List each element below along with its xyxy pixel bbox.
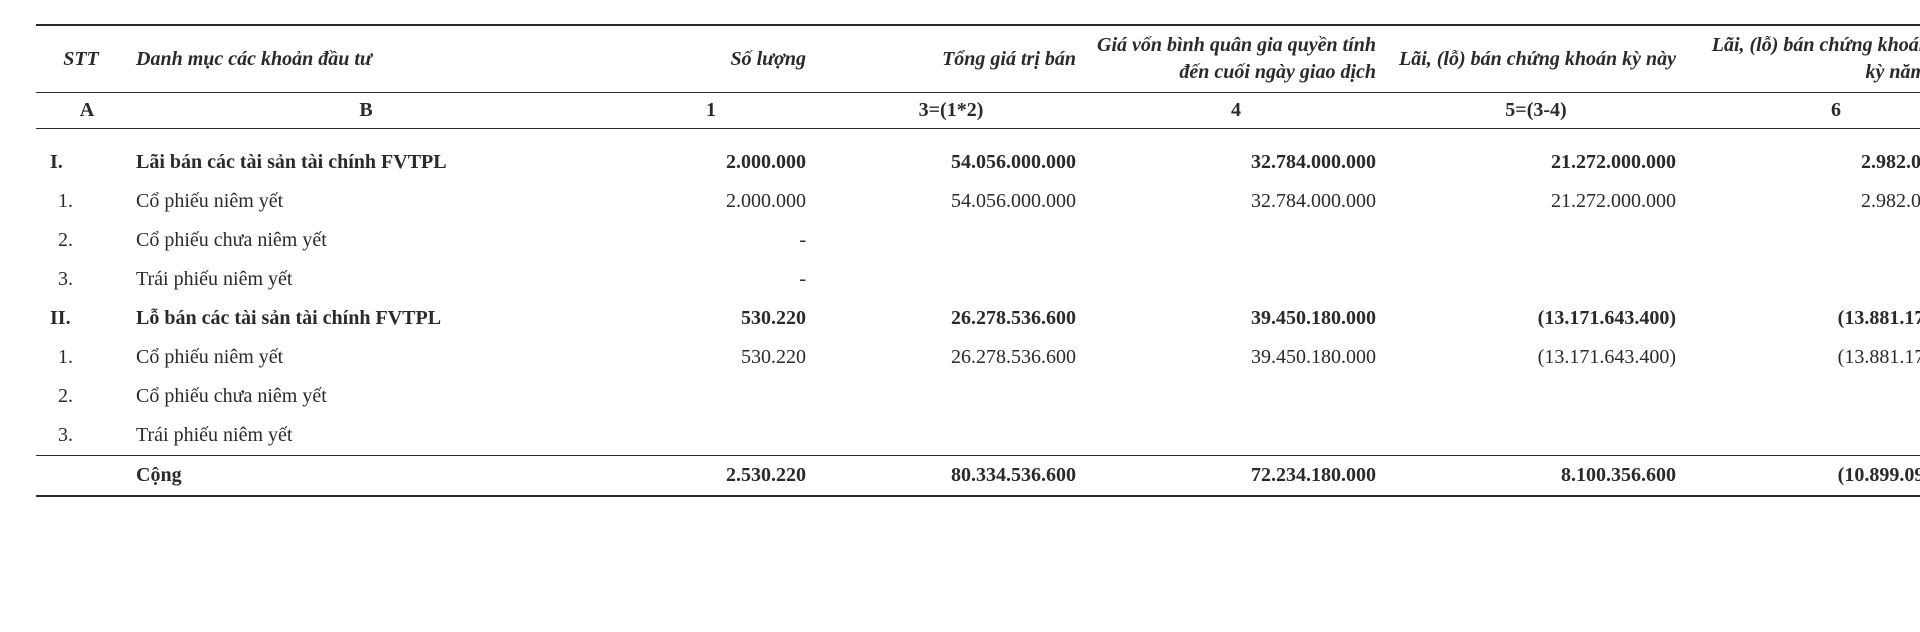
row-c1: - [606,221,816,260]
row-c6 [1686,260,1920,299]
row-c5 [1386,260,1686,299]
formula-c5: 5=(3-4) [1386,93,1686,129]
table-row: 2. Cổ phiếu chưa niêm yết - [36,377,1920,416]
row-c3: 26.278.536.600 [816,338,1086,377]
formula-row: A B 1 3=(1*2) 4 5=(3-4) 6 [36,93,1920,129]
table-row: I. Lãi bán các tài sản tài chính FVTPL 2… [36,143,1920,182]
row-c4 [1086,260,1386,299]
total-name: Cộng [126,456,606,497]
row-name: Cổ phiếu niêm yết [126,338,606,377]
formula-c3: 3=(1*2) [816,93,1086,129]
row-name: Cổ phiếu chưa niêm yết [126,221,606,260]
row-c3 [816,377,1086,416]
spacer-row [36,129,1920,144]
row-stt: I. [36,143,126,182]
row-name: Trái phiếu niêm yết [126,416,606,456]
table-row: 2. Cổ phiếu chưa niêm yết - [36,221,1920,260]
row-c4 [1086,221,1386,260]
table-row: 1. Cổ phiếu niêm yết 2.000.000 54.056.00… [36,182,1920,221]
row-c4: 32.784.000.000 [1086,182,1386,221]
row-name: Trái phiếu niêm yết [126,260,606,299]
col-avg-cost: Giá vốn bình quân gia quyền tính đến cuố… [1086,25,1386,93]
row-c6: (13.881.178.400) [1686,299,1920,338]
row-c1: 530.220 [606,299,816,338]
row-name: Lỗ bán các tài sản tài chính FVTPL [126,299,606,338]
row-c4 [1086,377,1386,416]
row-c1: 2.000.000 [606,143,816,182]
row-stt: 1. [36,338,126,377]
row-c5 [1386,416,1686,456]
formula-c6: 6 [1686,93,1920,129]
col-qty: Số lượng [606,25,816,93]
formula-c1: 1 [606,93,816,129]
total-c5: 8.100.356.600 [1386,456,1686,497]
table-row: 3. Trái phiếu niêm yết - [36,260,1920,299]
table-row: 3. Trái phiếu niêm yết [36,416,1920,456]
row-stt: 3. [36,260,126,299]
investment-table: STT Danh mục các khoản đầu tư Số lượng T… [36,24,1920,497]
row-name: Lãi bán các tài sản tài chính FVTPL [126,143,606,182]
total-row: Cộng 2.530.220 80.334.536.600 72.234.180… [36,456,1920,497]
total-c4: 72.234.180.000 [1086,456,1386,497]
total-c1: 2.530.220 [606,456,816,497]
row-c5: 21.272.000.000 [1386,143,1686,182]
row-c4 [1086,416,1386,456]
row-c6: (13.881.178.400) [1686,338,1920,377]
row-c3: 54.056.000.000 [816,143,1086,182]
table-row: 1. Cổ phiếu niêm yết 530.220 26.278.536.… [36,338,1920,377]
row-c1: - [606,260,816,299]
row-c6 [1686,221,1920,260]
row-c6: 2.982.085.000 [1686,182,1920,221]
row-c4: 39.450.180.000 [1086,299,1386,338]
row-c3 [816,416,1086,456]
row-stt: 3. [36,416,126,456]
row-c6 [1686,416,1920,456]
row-c1: 2.000.000 [606,182,816,221]
row-c4: 39.450.180.000 [1086,338,1386,377]
row-c3 [816,221,1086,260]
row-c5 [1386,377,1686,416]
row-c1 [606,377,816,416]
row-c3: 54.056.000.000 [816,182,1086,221]
row-c6: - [1686,377,1920,416]
row-c1 [606,416,816,456]
total-stt [36,456,126,497]
row-c3 [816,260,1086,299]
total-c3: 80.334.536.600 [816,456,1086,497]
row-name: Cổ phiếu niêm yết [126,182,606,221]
row-c1: 530.220 [606,338,816,377]
row-c5 [1386,221,1686,260]
row-stt: 2. [36,377,126,416]
row-stt: 1. [36,182,126,221]
row-c5: (13.171.643.400) [1386,299,1686,338]
formula-stt: A [36,93,126,129]
col-stt: STT [36,25,126,93]
col-gain-loss-prior: Lãi, (lỗ) bán chứng khoán cùng kỳ năm tr… [1686,25,1920,93]
col-name: Danh mục các khoản đầu tư [126,25,606,93]
row-c5: (13.171.643.400) [1386,338,1686,377]
row-name: Cổ phiếu chưa niêm yết [126,377,606,416]
row-c4: 32.784.000.000 [1086,143,1386,182]
col-sale-value: Tổng giá trị bán [816,25,1086,93]
header-row: STT Danh mục các khoản đầu tư Số lượng T… [36,25,1920,93]
row-stt: II. [36,299,126,338]
row-c3: 26.278.536.600 [816,299,1086,338]
col-gain-loss-current: Lãi, (lỗ) bán chứng khoán kỳ này [1386,25,1686,93]
formula-name: B [126,93,606,129]
formula-c4: 4 [1086,93,1386,129]
total-c6: (10.899.093.400) [1686,456,1920,497]
row-c6: 2.982.085.000 [1686,143,1920,182]
table-row: II. Lỗ bán các tài sản tài chính FVTPL 5… [36,299,1920,338]
row-stt: 2. [36,221,126,260]
row-c5: 21.272.000.000 [1386,182,1686,221]
